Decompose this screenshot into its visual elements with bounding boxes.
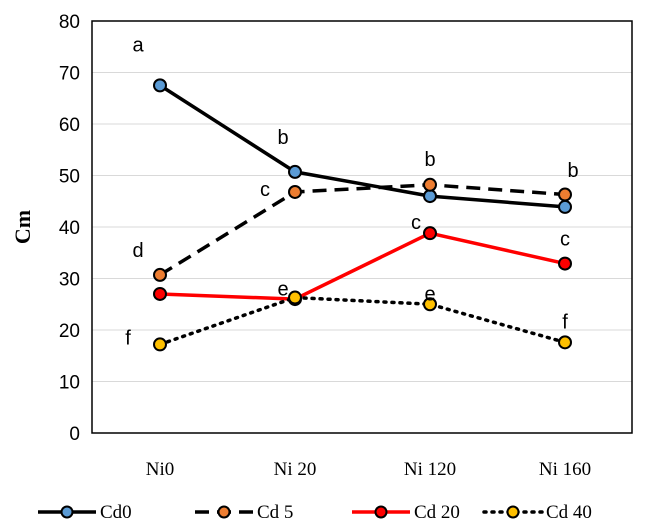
legend-label-1: Cd 5 <box>257 502 293 523</box>
point-label-3-0: f <box>125 327 131 349</box>
series-2-point-0 <box>153 286 167 301</box>
y-tick-70: 70 <box>59 64 80 85</box>
series-3-point-0 <box>153 337 167 352</box>
plot-area <box>91 20 633 434</box>
series-line-0 <box>159 83 566 209</box>
x-tick-2: Ni 120 <box>404 459 456 480</box>
series-2-point-3 <box>558 256 572 271</box>
x-axis-ticks: Ni0 Ni 20 Ni 120 Ni 160 <box>146 459 591 480</box>
y-tick-50: 50 <box>59 167 80 188</box>
series-1-point-3 <box>558 187 572 202</box>
point-label-3-2: e <box>424 283 435 305</box>
legend-label-3: Cd 40 <box>546 502 592 523</box>
y-tick-10: 10 <box>59 373 80 394</box>
series-1-point-1 <box>288 184 302 199</box>
annotations: a b b b d c c c f e e f <box>125 34 578 349</box>
legend-marker-2 <box>374 505 388 519</box>
legend: Cd0 Cd 5 Cd 20 Cd 40 <box>38 502 592 523</box>
series-line-2 <box>159 231 566 301</box>
y-tick-40: 40 <box>59 218 80 239</box>
point-label-3-3: f <box>562 311 568 333</box>
point-label-3-1: e <box>277 279 288 301</box>
x-tick-1: Ni 20 <box>274 459 317 480</box>
point-label-0-1: b <box>277 127 288 149</box>
legend-label-2: Cd 20 <box>414 502 460 523</box>
series-line-3 <box>158 295 567 347</box>
point-label-0-0: a <box>132 34 144 56</box>
legend-marker-3 <box>506 505 520 519</box>
series-3-point-1 <box>288 290 302 305</box>
series-2-point-2 <box>423 226 437 241</box>
series-1-point-2 <box>423 177 437 192</box>
point-label-0-2: b <box>424 149 435 171</box>
y-tick-0: 0 <box>69 424 80 445</box>
y-axis-label: Cm <box>10 210 35 244</box>
legend-label-0: Cd0 <box>100 502 132 523</box>
legend-marker-0 <box>60 505 74 519</box>
series-1-point-0 <box>153 267 167 282</box>
point-label-0-3: b <box>567 160 578 182</box>
series-0-point-2 <box>423 189 437 204</box>
legend-marker-1 <box>217 505 231 519</box>
gridlines <box>92 20 632 382</box>
y-tick-60: 60 <box>59 115 80 136</box>
series-0-point-0 <box>153 78 167 93</box>
series-3-point-2 <box>423 297 437 312</box>
series-0-point-3 <box>558 199 572 214</box>
point-label-2-3: c <box>560 229 570 251</box>
x-tick-3: Ni 160 <box>539 459 591 480</box>
series-line-1 <box>159 183 566 277</box>
y-tick-80: 80 <box>59 12 80 33</box>
y-axis-ticks: 0 10 20 30 40 50 60 70 80 <box>59 12 80 445</box>
point-label-1-1: c <box>260 179 270 201</box>
y-tick-20: 20 <box>59 321 80 342</box>
series-group <box>153 78 572 352</box>
series-3-point-3 <box>558 335 572 350</box>
point-label-1-0: d <box>132 240 143 262</box>
point-label-2-2: c <box>411 212 421 234</box>
x-tick-0: Ni0 <box>146 459 175 480</box>
y-tick-30: 30 <box>59 270 80 291</box>
series-0-point-1 <box>288 164 302 179</box>
plot-border <box>91 20 633 434</box>
